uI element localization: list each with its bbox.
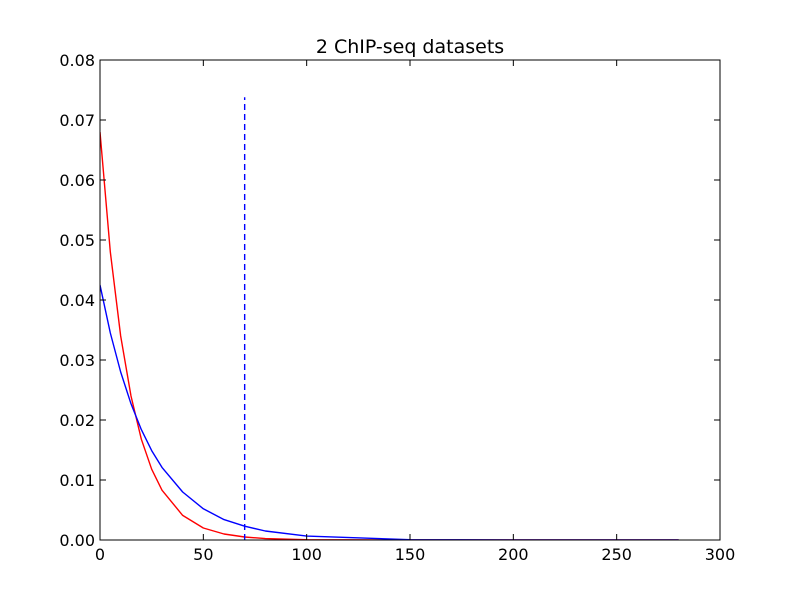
axes: 0 50 100 150 200 250 300 0.00 0.01 0.02 0.03 0.04 0.… (59, 51, 735, 564)
axes-frame (99, 59, 721, 541)
y-tick-label: 0.03 (59, 351, 95, 370)
series-line-2 (100, 284, 679, 540)
chart-title: 2 ChIP-seq datasets (316, 36, 504, 58)
plot-area (100, 97, 679, 540)
y-tick-label: 0.01 (59, 471, 95, 490)
x-tick-label: 200 (498, 545, 529, 564)
x-tick-label: 250 (601, 545, 632, 564)
y-tick-label: 0.05 (59, 231, 95, 250)
y-tick-label: 0.08 (59, 51, 95, 70)
x-tick-label: 300 (705, 545, 736, 564)
y-tick-label: 0.02 (59, 411, 95, 430)
y-tick-label: 0.00 (59, 531, 95, 550)
y-tick-label: 0.06 (59, 171, 95, 190)
y-tick-label: 0.07 (59, 111, 95, 130)
y-tick-label: 0.04 (59, 291, 95, 310)
x-tick-label: 100 (291, 545, 322, 564)
x-tick-label: 150 (395, 545, 426, 564)
x-tick-label: 0 (95, 545, 105, 564)
series-line-1 (100, 131, 679, 540)
x-tick-label: 50 (193, 545, 213, 564)
